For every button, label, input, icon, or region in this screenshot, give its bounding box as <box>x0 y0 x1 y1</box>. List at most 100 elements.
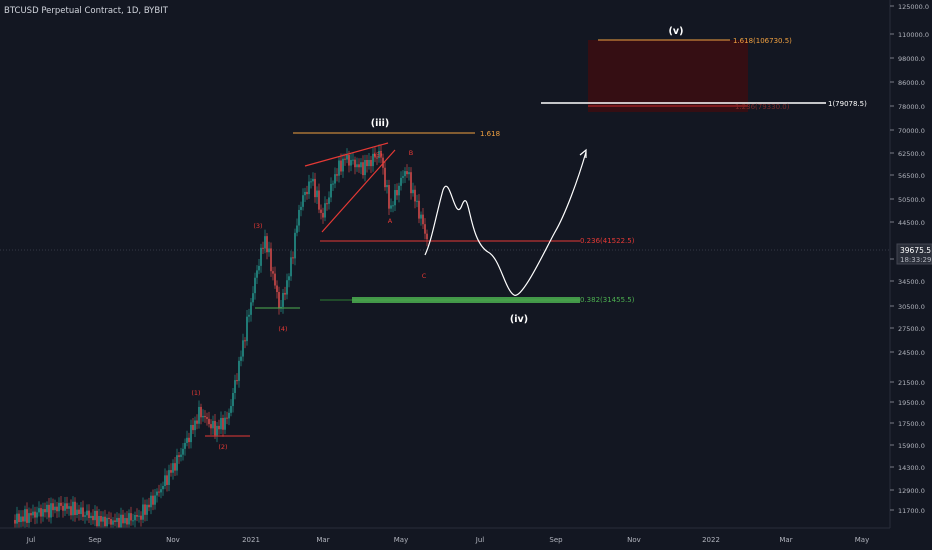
candle-body <box>70 506 72 516</box>
price-tick-label: 98000.0 <box>898 55 925 63</box>
wave-label: (iii) <box>371 118 389 129</box>
candle-body <box>30 513 32 516</box>
candle-body <box>314 178 316 198</box>
candle-body <box>392 205 394 207</box>
candle-body <box>254 277 256 294</box>
candle-body <box>300 206 302 210</box>
candle-body <box>192 424 194 431</box>
candle-body <box>424 224 426 234</box>
candle-body <box>316 190 318 198</box>
candle-body <box>50 503 52 518</box>
wave-label: B <box>409 149 413 157</box>
candle-body <box>378 150 380 159</box>
candle-body <box>320 209 322 213</box>
candle-body <box>226 417 228 419</box>
candle-body <box>118 517 120 530</box>
candle-body <box>128 513 130 525</box>
candle-body <box>370 159 372 167</box>
price-tick-label: 15900.0 <box>898 442 925 450</box>
candle-body <box>362 162 364 176</box>
candle-body <box>212 420 214 429</box>
candle-body <box>344 158 346 160</box>
target-box <box>588 40 748 112</box>
candle-body <box>214 420 216 436</box>
price-tick-label: 24500.0 <box>898 349 925 357</box>
candle-body <box>360 162 362 168</box>
candle-body <box>394 190 396 206</box>
candle-body <box>108 517 110 519</box>
candle-body <box>46 504 48 513</box>
time-axis[interactable]: Jul Sep Nov 2021 Mar May Jul Sep Nov 2022 Mar May <box>26 536 869 544</box>
candle-body <box>138 515 140 517</box>
candle-body <box>162 486 164 490</box>
candle-body <box>348 155 350 166</box>
candle-body <box>168 470 170 485</box>
candle-body <box>418 200 420 219</box>
wave-label: (1) <box>191 389 200 397</box>
wave-label: A <box>388 217 393 225</box>
candle-body <box>294 232 296 259</box>
candle-body <box>384 167 386 188</box>
price-tick-label: 19500.0 <box>898 399 925 407</box>
price-tick-label: 62500.0 <box>898 150 925 158</box>
candle-body <box>18 513 20 523</box>
candle-body <box>40 508 42 517</box>
candle-body <box>114 520 116 523</box>
candle-body <box>306 191 308 195</box>
candle-body <box>284 292 286 295</box>
candle-body <box>278 292 280 309</box>
candle-body <box>216 425 218 436</box>
drawing-layer <box>205 39 826 437</box>
candle-body <box>60 502 62 506</box>
candle-body <box>148 504 150 508</box>
candle-body <box>412 189 414 194</box>
price-tick-label: 56500.0 <box>898 172 925 180</box>
candle-body <box>176 455 178 471</box>
wave-label: (3) <box>253 222 262 230</box>
candle-body <box>354 159 356 168</box>
fib-label-1-236: 1.236(79330.0) <box>735 103 790 111</box>
candle-body <box>86 510 88 516</box>
candle-body <box>366 159 368 167</box>
candle-body <box>170 470 172 473</box>
candle-body <box>304 191 306 196</box>
candle-body <box>26 509 28 523</box>
candle-body <box>100 515 102 522</box>
price-tick-label: 12900.0 <box>898 487 925 495</box>
candle-body <box>160 489 162 493</box>
candle-body <box>224 417 226 430</box>
candle-body <box>234 380 236 393</box>
price-tick-label: 110000.0 <box>898 31 929 39</box>
candle-body <box>330 183 332 198</box>
candle-body <box>90 515 92 518</box>
wave-label: C <box>422 272 427 280</box>
candle-body <box>346 155 348 160</box>
candle-body <box>92 515 94 521</box>
candle-body <box>332 183 334 185</box>
time-axis-label: Nov <box>627 536 641 544</box>
candle-body <box>32 511 34 516</box>
candle-body <box>84 515 86 517</box>
fib-label-1-618-target: 1.618(106730.5) <box>733 37 792 45</box>
last-price-label: 39675.5 <box>900 246 931 255</box>
candle-body <box>302 195 304 207</box>
candle-body <box>218 425 220 430</box>
wedge-lower-line <box>321 149 396 233</box>
price-tick-label: 70000.0 <box>898 127 925 135</box>
last-price-badge[interactable] <box>896 243 932 265</box>
fib-label-0-236: 0.236(41522.5) <box>580 237 635 245</box>
candle-body <box>54 506 56 511</box>
candle-body <box>292 257 294 259</box>
candle-body <box>388 185 390 209</box>
candle-body <box>172 463 174 473</box>
time-axis-label: 2022 <box>702 536 720 544</box>
candle-body <box>342 158 344 172</box>
candle-body <box>180 454 182 457</box>
candle-body <box>190 424 192 443</box>
candle-body <box>276 285 278 293</box>
price-tick-label: 14300.0 <box>898 464 925 472</box>
candle-body <box>124 518 126 524</box>
candle-body <box>238 360 240 381</box>
